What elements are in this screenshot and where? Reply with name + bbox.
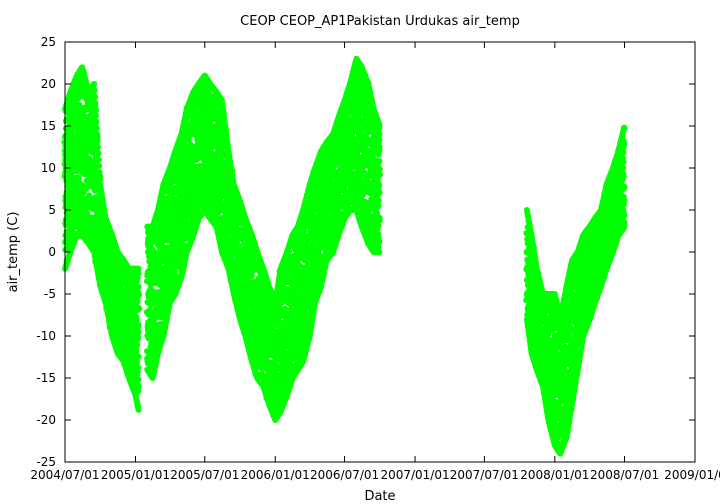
data-point	[91, 87, 98, 94]
data-point	[94, 144, 101, 150]
data-point	[135, 334, 141, 341]
data-point	[94, 137, 101, 144]
data-point	[96, 169, 103, 176]
data-point	[134, 359, 141, 366]
data-point	[135, 265, 142, 272]
data-point	[95, 150, 102, 157]
data-point	[93, 112, 99, 119]
data-point	[94, 131, 101, 138]
data-point	[135, 383, 142, 390]
data-point	[92, 99, 99, 106]
data-point	[91, 93, 98, 100]
data-point	[134, 368, 141, 375]
data-point	[75, 174, 82, 180]
data-point	[135, 329, 142, 336]
data-point	[135, 376, 142, 383]
data-point	[136, 291, 142, 298]
data-point	[135, 283, 142, 290]
data-point	[91, 81, 98, 87]
data-point	[96, 162, 103, 169]
data-point	[135, 353, 142, 360]
data-point	[76, 101, 83, 108]
data-point	[92, 106, 99, 113]
data-point	[135, 406, 142, 413]
data-point	[135, 321, 142, 328]
data-point	[134, 341, 141, 348]
data-point	[96, 175, 103, 182]
data-point	[76, 128, 83, 135]
data-point	[93, 125, 100, 132]
data-point	[136, 305, 143, 312]
data-point	[95, 156, 102, 163]
data-points-layer	[61, 55, 628, 457]
data-point	[93, 118, 100, 125]
